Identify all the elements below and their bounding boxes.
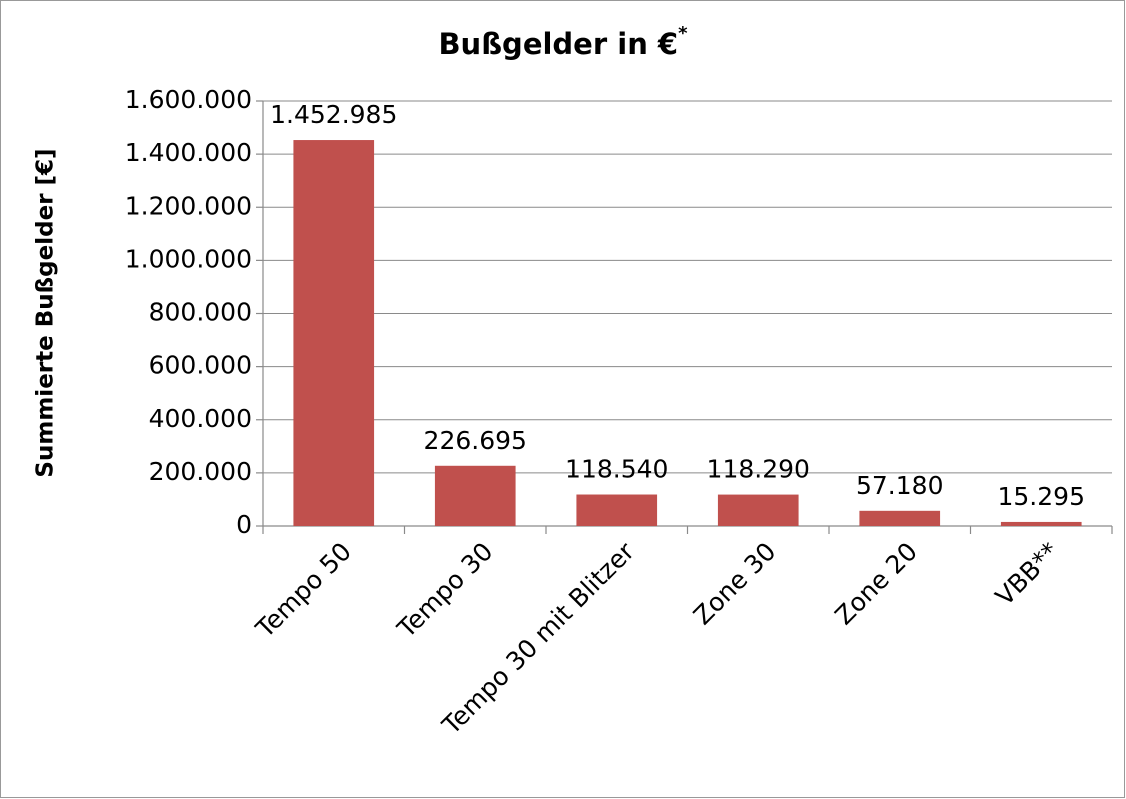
bar: [1000, 521, 1082, 526]
value-label: 57.180: [856, 471, 943, 500]
value-label: 118.540: [565, 455, 668, 484]
value-label: 1.452.985: [270, 100, 397, 129]
y-tick-label: 1.400.000: [125, 138, 252, 167]
value-label: 226.695: [424, 426, 527, 455]
title-text: Bußgelder in €: [438, 27, 678, 61]
value-label: 118.290: [707, 455, 810, 484]
bar: [434, 465, 516, 526]
y-tick-label: 800.000: [149, 298, 252, 327]
chart-title: Bußgelder in €*: [438, 23, 688, 61]
y-tick-label: 1.600.000: [125, 85, 252, 114]
bar: [293, 140, 375, 527]
y-tick-label: 0: [236, 510, 252, 539]
y-tick-label: 200.000: [149, 457, 252, 486]
bar: [717, 494, 799, 526]
y-tick-label: 600.000: [149, 351, 252, 380]
y-tick-label: 1.200.000: [125, 191, 252, 220]
y-axis-label: Summierte Bußgelder [€]: [33, 148, 59, 477]
y-tick-label: 400.000: [149, 404, 252, 433]
bar: [576, 494, 658, 526]
value-label: 15.295: [998, 482, 1085, 511]
y-tick-label: 1.000.000: [125, 244, 252, 273]
title-superscript: *: [678, 23, 688, 44]
bar: [859, 510, 941, 526]
